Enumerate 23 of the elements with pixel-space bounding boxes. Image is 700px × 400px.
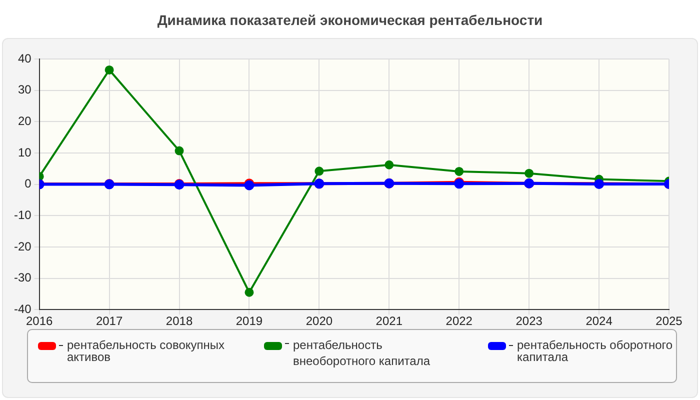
- x-tick-label: 2018: [166, 314, 193, 328]
- legend-label: рентабельность совокупных активов: [59, 338, 258, 364]
- y-tick-label: -30: [14, 270, 32, 285]
- x-tick-label: 2023: [516, 314, 543, 328]
- y-tick-label: 10: [18, 145, 32, 160]
- x-tick-label: 2019: [236, 314, 263, 328]
- y-tick-label: -20: [14, 239, 32, 254]
- y-tick-label: -40: [14, 302, 32, 316]
- x-tick-label: 2024: [586, 314, 613, 328]
- x-tick-label: 2016: [26, 314, 54, 328]
- y-tick-label: 40: [18, 51, 32, 66]
- y-tick-label: -10: [14, 208, 32, 222]
- chart-title: Динамика показателей экономическая рентабельности: [156, 11, 544, 30]
- legend-label: рентабельность внеоборотного капитала: [285, 337, 454, 369]
- x-tick-label: 2021: [376, 314, 403, 328]
- y-tick-label: 0: [24, 176, 32, 191]
- y-tick-label: 20: [18, 114, 32, 128]
- y-tick-label: 30: [18, 82, 32, 97]
- x-tick-label: 2020: [306, 314, 333, 328]
- x-tick-label: 2022: [446, 314, 473, 328]
- x-tick-label: 2025: [656, 314, 683, 328]
- x-tick-label: 2017: [96, 314, 123, 328]
- legend-label: рентабельность оборотного капитала: [509, 338, 678, 364]
